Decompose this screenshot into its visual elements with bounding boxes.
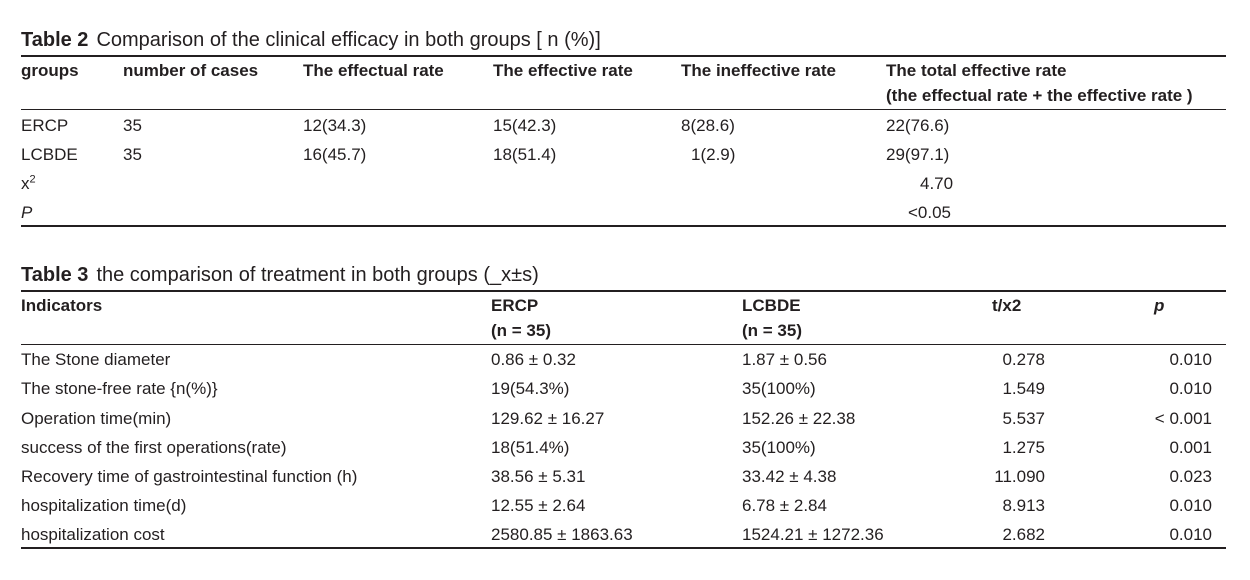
table3-cell-t: 5.537 xyxy=(1002,409,1045,428)
table2-header-total-line1: The total effective rate xyxy=(886,61,1067,80)
table3-cell-indicator: Operation time(min) xyxy=(21,409,172,428)
table3-cell-lcbde: 1524.21 ± 1272.36 xyxy=(742,525,884,544)
table3-cell-ercp: 12.55 ± 2.64 xyxy=(491,496,586,515)
table2-x2-base: x xyxy=(21,174,30,193)
table3-cell-p: 0.010 xyxy=(1169,350,1212,369)
table3-cell-t: 1.549 xyxy=(1002,379,1045,398)
table3-cell-ercp: 38.56 ± 5.31 xyxy=(491,467,586,486)
table2-cell-group: LCBDE xyxy=(21,145,78,164)
table2-caption: Table 2 Comparison of the clinical effica… xyxy=(21,29,601,52)
table2-cell-cases: 35 xyxy=(123,145,142,164)
table2-p-label: P xyxy=(21,203,33,222)
table3-header-rule xyxy=(21,344,1226,345)
table3-cell-lcbde: 152.26 ± 22.38 xyxy=(742,409,856,428)
table2-x2-label: x2 xyxy=(21,174,36,194)
table2-cell-total: 22(76.6) xyxy=(886,116,950,135)
table2-x2-sup: 2 xyxy=(29,173,36,186)
table2-header-cases: number of cases xyxy=(123,61,259,80)
table3-cell-p: 0.010 xyxy=(1169,379,1212,398)
table3-header-lcbde-n: (n = 35) xyxy=(742,321,802,340)
table3-header-ercp-n: (n = 35) xyxy=(491,321,551,340)
table3-cell-indicator: hospitalization cost xyxy=(21,525,165,544)
table3-header-t: t/x2 xyxy=(992,296,1022,315)
table3-cell-indicator: success of the first operations(rate) xyxy=(21,438,287,457)
table2-bottom-rule xyxy=(21,225,1226,227)
table3-cell-t: 0.278 xyxy=(1002,350,1045,369)
table2-header-effectual: The effectual rate xyxy=(303,61,444,80)
table2-cell-effectual: 16(45.7) xyxy=(303,145,367,164)
table2-x2-value: 4.70 xyxy=(920,174,954,193)
table3-caption: Table 3 the comparison of treatment in bo… xyxy=(21,264,539,287)
table2-cell-cases: 35 xyxy=(123,116,142,135)
table3-header-lcbde: LCBDE xyxy=(742,296,801,315)
table3-cell-lcbde: 33.42 ± 4.38 xyxy=(742,467,837,486)
table3-cell-lcbde: 6.78 ± 2.84 xyxy=(742,496,827,515)
table3-header-indicators: Indicators xyxy=(21,296,103,315)
table2-cell-effective: 15(42.3) xyxy=(493,116,557,135)
table3-header-ercp: ERCP xyxy=(491,296,539,315)
table2-title: Comparison of the clinical efficacy in b… xyxy=(96,29,601,51)
table2-cell-effectual: 12(34.3) xyxy=(303,116,367,135)
table2-header-rule xyxy=(21,109,1226,110)
table3-cell-lcbde: 35(100%) xyxy=(742,379,816,398)
table3-cell-p: 0.010 xyxy=(1169,496,1212,515)
table2-label: Table 2 xyxy=(21,29,89,51)
table2-cell-effective: 18(51.4) xyxy=(493,145,557,164)
table2-p-value: <0.05 xyxy=(908,203,952,222)
table2-cell-ineffective: 8(28.6) xyxy=(681,116,735,135)
table3-bottom-rule xyxy=(21,547,1226,549)
table2-top-rule xyxy=(21,55,1226,57)
table3-cell-t: 8.913 xyxy=(1002,496,1045,515)
table3-cell-ercp: 129.62 ± 16.27 xyxy=(491,409,605,428)
table2-header-groups: groups xyxy=(21,61,79,80)
table3-cell-indicator: Recovery time of gastrointestinal functi… xyxy=(21,467,358,486)
table3-cell-ercp: 18(51.4%) xyxy=(491,438,570,457)
table2-header-effective: The effective rate xyxy=(493,61,633,80)
table3-cell-p: < 0.001 xyxy=(1154,409,1212,428)
table3-cell-indicator: The Stone diameter xyxy=(21,350,171,369)
table2-header-ineffective: The ineffective rate xyxy=(681,61,836,80)
table2-cell-total: 29(97.1) xyxy=(886,145,950,164)
table3-title: the comparison of treatment in both grou… xyxy=(96,264,539,286)
table3-cell-ercp: 2580.85 ± 1863.63 xyxy=(491,525,633,544)
table3-cell-p: 0.023 xyxy=(1169,467,1212,486)
table2-header-total-line2: (the effectual rate + the effective rate… xyxy=(886,86,1193,105)
table3-cell-t: 11.090 xyxy=(994,467,1045,486)
table3-cell-indicator: hospitalization time(d) xyxy=(21,496,187,515)
table2-cell-ineffective: 1(2.9) xyxy=(691,145,736,164)
table3-label: Table 3 xyxy=(21,264,89,286)
table3-cell-t: 1.275 xyxy=(1002,438,1045,457)
table3-cell-lcbde: 1.87 ± 0.56 xyxy=(742,350,827,369)
table3-cell-ercp: 19(54.3%) xyxy=(491,379,570,398)
table3-cell-ercp: 0.86 ± 0.32 xyxy=(491,350,576,369)
table3-header-p: p xyxy=(1154,296,1165,315)
table3-cell-t: 2.682 xyxy=(1002,525,1045,544)
table3-cell-p: 0.001 xyxy=(1169,438,1212,457)
table3-cell-p: 0.010 xyxy=(1169,525,1212,544)
table3-top-rule xyxy=(21,290,1226,292)
table3-cell-indicator: The stone-free rate {n(%)} xyxy=(21,379,218,398)
table2-cell-group: ERCP xyxy=(21,116,69,135)
table3-cell-lcbde: 35(100%) xyxy=(742,438,816,457)
